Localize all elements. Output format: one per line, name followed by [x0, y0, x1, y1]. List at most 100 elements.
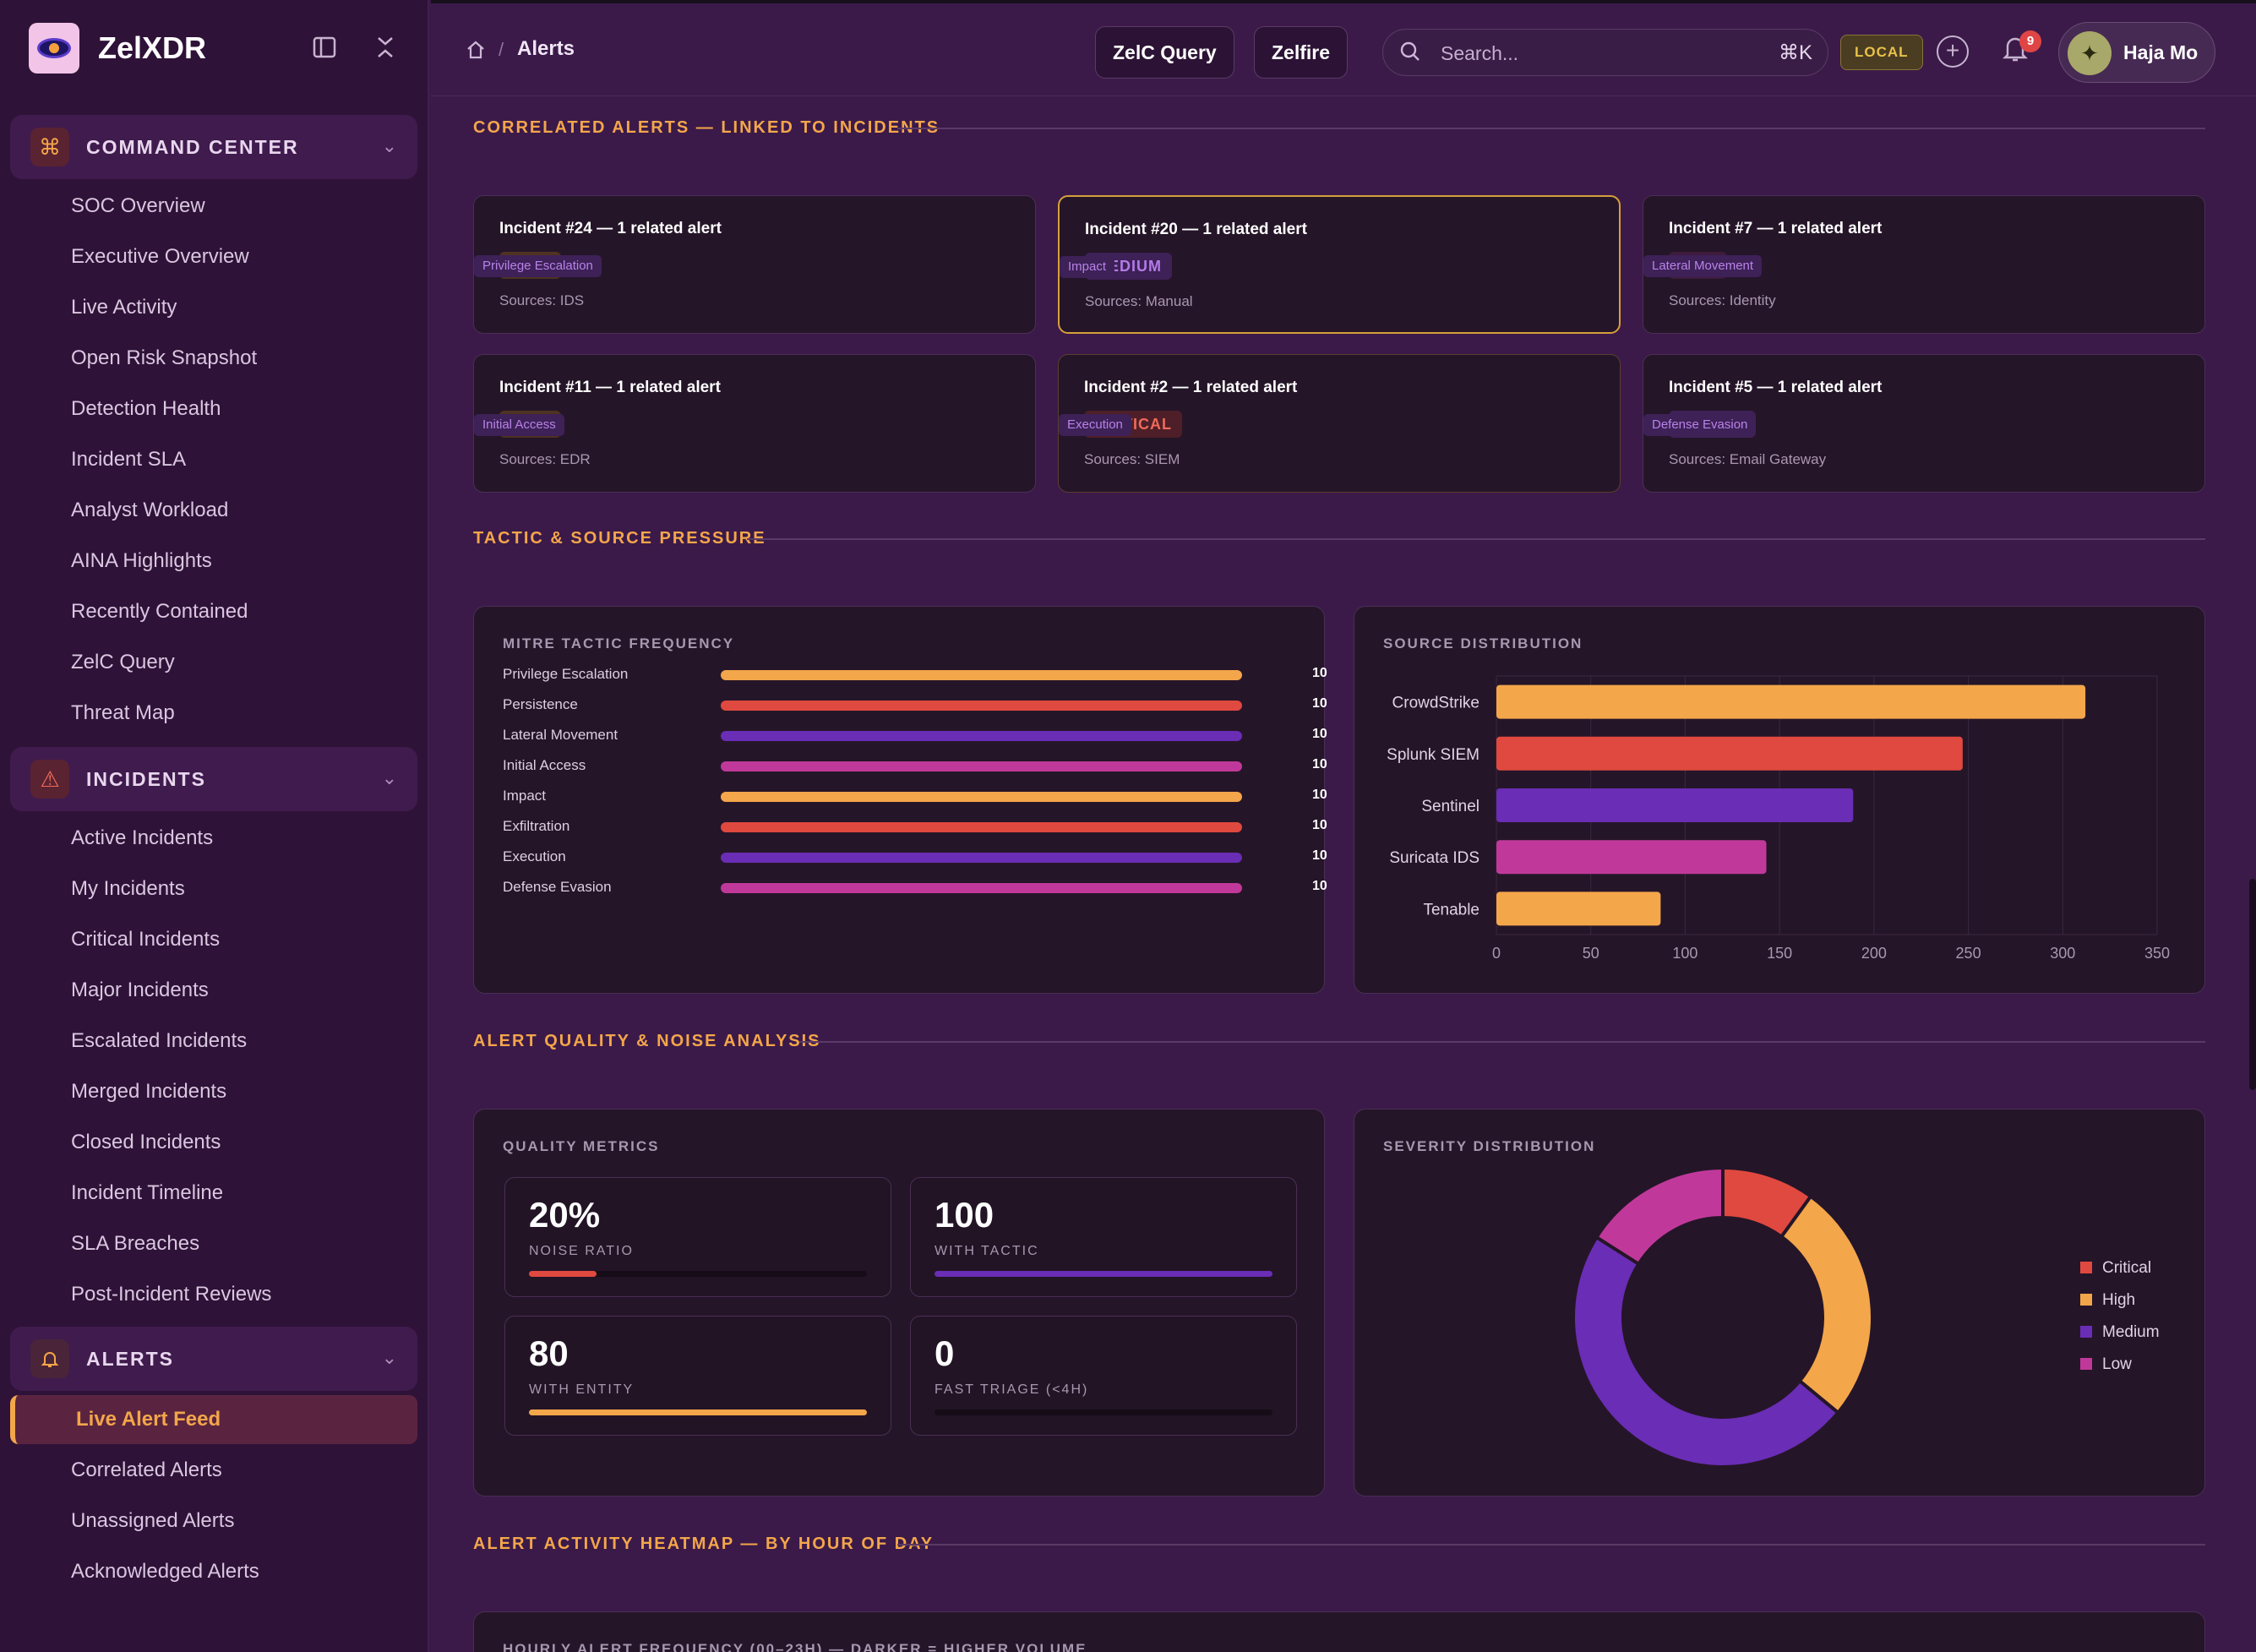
metric-bar-track	[935, 1271, 1272, 1277]
zelfire-button[interactable]: Zelfire	[1254, 26, 1349, 79]
collapse-icon[interactable]	[368, 30, 402, 64]
y-tick-label: Splunk SIEM	[1387, 746, 1479, 764]
sidebar-item[interactable]: AINA Highlights	[71, 549, 212, 572]
panel-toggle-icon[interactable]	[308, 30, 341, 64]
plus-circle-icon[interactable]: +	[1937, 35, 1969, 68]
sidebar-item[interactable]: Recently Contained	[71, 600, 248, 623]
y-tick-label: Tenable	[1423, 901, 1479, 919]
mitre-row: Exfiltration 10	[503, 818, 1327, 838]
legend-label: Medium	[2102, 1323, 2160, 1341]
sidebar-item[interactable]: Threat Map	[71, 701, 175, 724]
source-panel: SOURCE DISTRIBUTION 0 50 100 150 200 250 300 35…	[1354, 606, 2205, 994]
sidebar-item[interactable]: Escalated Incidents	[71, 1029, 248, 1052]
breadcrumb-current[interactable]: Alerts	[517, 37, 575, 60]
donut-slice	[1572, 1235, 1841, 1469]
incident-card[interactable]: Incident #11 — 1 related alertHIGHInitia…	[473, 354, 1036, 493]
legend-item[interactable]: High	[2080, 1290, 2135, 1311]
x-tick-label: 200	[1861, 945, 1887, 962]
incident-card[interactable]: Incident #2 — 1 related alert CRITICAL Exe…	[1058, 354, 1621, 493]
section-command-center[interactable]: ⌘ COMMAND CENTER ⌄	[10, 115, 417, 179]
breadcrumb-separator: /	[499, 39, 504, 60]
home-icon[interactable]	[465, 39, 487, 67]
tactic-tag: Privilege Escalation	[474, 255, 602, 277]
search-box[interactable]: ⌘K	[1382, 29, 1828, 76]
zelc-query-button[interactable]: ZelC Query	[1095, 26, 1234, 79]
sidebar-item[interactable]: SLA Breaches	[71, 1232, 200, 1255]
mitre-row: Initial Access 10	[503, 757, 1327, 777]
incident-sources: Sources: Email Gateway	[1669, 451, 1827, 467]
metric-value: 0	[935, 1333, 955, 1373]
sidebar-item[interactable]: Merged Incidents	[71, 1080, 227, 1103]
sidebar-item[interactable]: My Incidents	[71, 877, 185, 900]
sidebar-item[interactable]: Analyst Workload	[71, 499, 229, 521]
legend-item[interactable]: Critical	[2080, 1258, 2151, 1279]
panel-title: HOURLY ALERT FREQUENCY (00–23H) — DARKER…	[503, 1641, 1087, 1652]
panel-title: QUALITY METRICS	[503, 1138, 660, 1154]
metric-value: 20%	[529, 1195, 601, 1235]
search-input[interactable]	[1441, 38, 1745, 68]
legend-swatch	[2080, 1326, 2092, 1338]
sidebar-item[interactable]: Executive Overview	[71, 245, 249, 268]
sidebar-item[interactable]: Incident Timeline	[71, 1181, 224, 1204]
mitre-value: 10	[1312, 818, 1327, 832]
tactic-tag: Defense Evasion	[1643, 414, 1757, 436]
incident-card[interactable]: Incident #20 — 1 related alert MEDIUM Impa…	[1058, 195, 1621, 334]
incident-card[interactable]: Incident #24 — 1 related alertHIGHPrivil…	[473, 195, 1036, 334]
bell-icon[interactable]	[2001, 34, 2030, 71]
incident-title: Incident #7 — 1 related alert	[1669, 220, 1883, 237]
sidebar-item[interactable]: ZelC Query	[71, 651, 175, 673]
incident-sources: Sources: Manual	[1085, 293, 1193, 309]
metric-value: 80	[529, 1333, 569, 1373]
incident-card[interactable]: Incident #5 — 1 related alertMEDIUMDefen…	[1643, 354, 2205, 493]
sidebar-item[interactable]: Correlated Alerts	[71, 1458, 222, 1481]
legend-item[interactable]: Medium	[2080, 1322, 2160, 1343]
sidebar-item[interactable]: Closed Incidents	[71, 1131, 221, 1153]
sidebar-item[interactable]: Critical Incidents	[71, 928, 221, 951]
sidebar-item[interactable]: Incident SLA	[71, 448, 187, 471]
legend-label: Critical	[2102, 1259, 2152, 1277]
y-tick-label: Suricata IDS	[1389, 849, 1479, 867]
incident-title: Incident #20 — 1 related alert	[1085, 221, 1307, 238]
sidebar-item[interactable]: Major Incidents	[71, 979, 209, 1001]
sidebar-item[interactable]: SOC Overview	[71, 194, 205, 217]
sidebar-item-active[interactable]: Live Alert Feed	[10, 1395, 417, 1444]
source-bar	[1496, 788, 1854, 822]
panel-title: SOURCE DISTRIBUTION	[1383, 635, 1583, 652]
brand[interactable]: ZelXDR	[29, 20, 206, 76]
metric-bar-track	[529, 1409, 867, 1415]
mitre-value: 10	[1312, 696, 1327, 711]
tactic-tag: Execution	[1059, 414, 1131, 436]
sidebar-item[interactable]: Live Activity	[71, 296, 177, 319]
mitre-value: 10	[1312, 848, 1327, 863]
mitre-value: 10	[1312, 879, 1327, 893]
sidebar-item[interactable]: Acknowledged Alerts	[71, 1560, 259, 1583]
incident-card[interactable]: Incident #7 — 1 related alertLOWLateral …	[1643, 195, 2205, 334]
section-alerts[interactable]: ALERTS ⌄	[10, 1327, 417, 1391]
sidebar-item[interactable]: Post-Incident Reviews	[71, 1283, 272, 1306]
metric-label: WITH ENTITY	[529, 1382, 635, 1397]
x-tick-label: 50	[1583, 945, 1599, 962]
scrollbar[interactable]	[2249, 879, 2256, 1090]
sidebar-item[interactable]: Detection Health	[71, 397, 221, 420]
legend-swatch	[2080, 1358, 2092, 1370]
section-incidents[interactable]: ⚠ INCIDENTS ⌄	[10, 747, 417, 811]
incident-title: Incident #2 — 1 related alert	[1084, 379, 1298, 396]
mitre-label: Privilege Escalation	[503, 666, 629, 682]
donut-slice	[1594, 1165, 1725, 1267]
mitre-label: Defense Evasion	[503, 879, 612, 895]
x-tick-label: 100	[1672, 945, 1697, 962]
sidebar-item[interactable]: Unassigned Alerts	[71, 1509, 235, 1532]
sidebar-item[interactable]: Open Risk Snapshot	[71, 346, 258, 369]
panel-title: MITRE TACTIC FREQUENCY	[503, 635, 735, 652]
user-menu[interactable]: ✦ Haja Mo	[2058, 22, 2215, 83]
mitre-value: 10	[1312, 666, 1327, 680]
y-tick-label: Sentinel	[1421, 798, 1479, 815]
source-distribution-chart: 0 50 100 150 200 250 300 350 CrowdStrike Splunk S…	[1387, 675, 2170, 962]
mitre-row: Defense Evasion 10	[503, 879, 1327, 899]
mitre-value: 10	[1312, 788, 1327, 802]
sidebar-item[interactable]: Active Incidents	[71, 826, 214, 849]
source-bar	[1496, 891, 1661, 926]
legend-item[interactable]: Low	[2080, 1355, 2132, 1375]
sidebar: ZelXDR ⌘ COMMAND CENTER ⌄ SOC Overview Ex…	[0, 0, 429, 1652]
x-tick-label: 250	[1956, 945, 1981, 962]
